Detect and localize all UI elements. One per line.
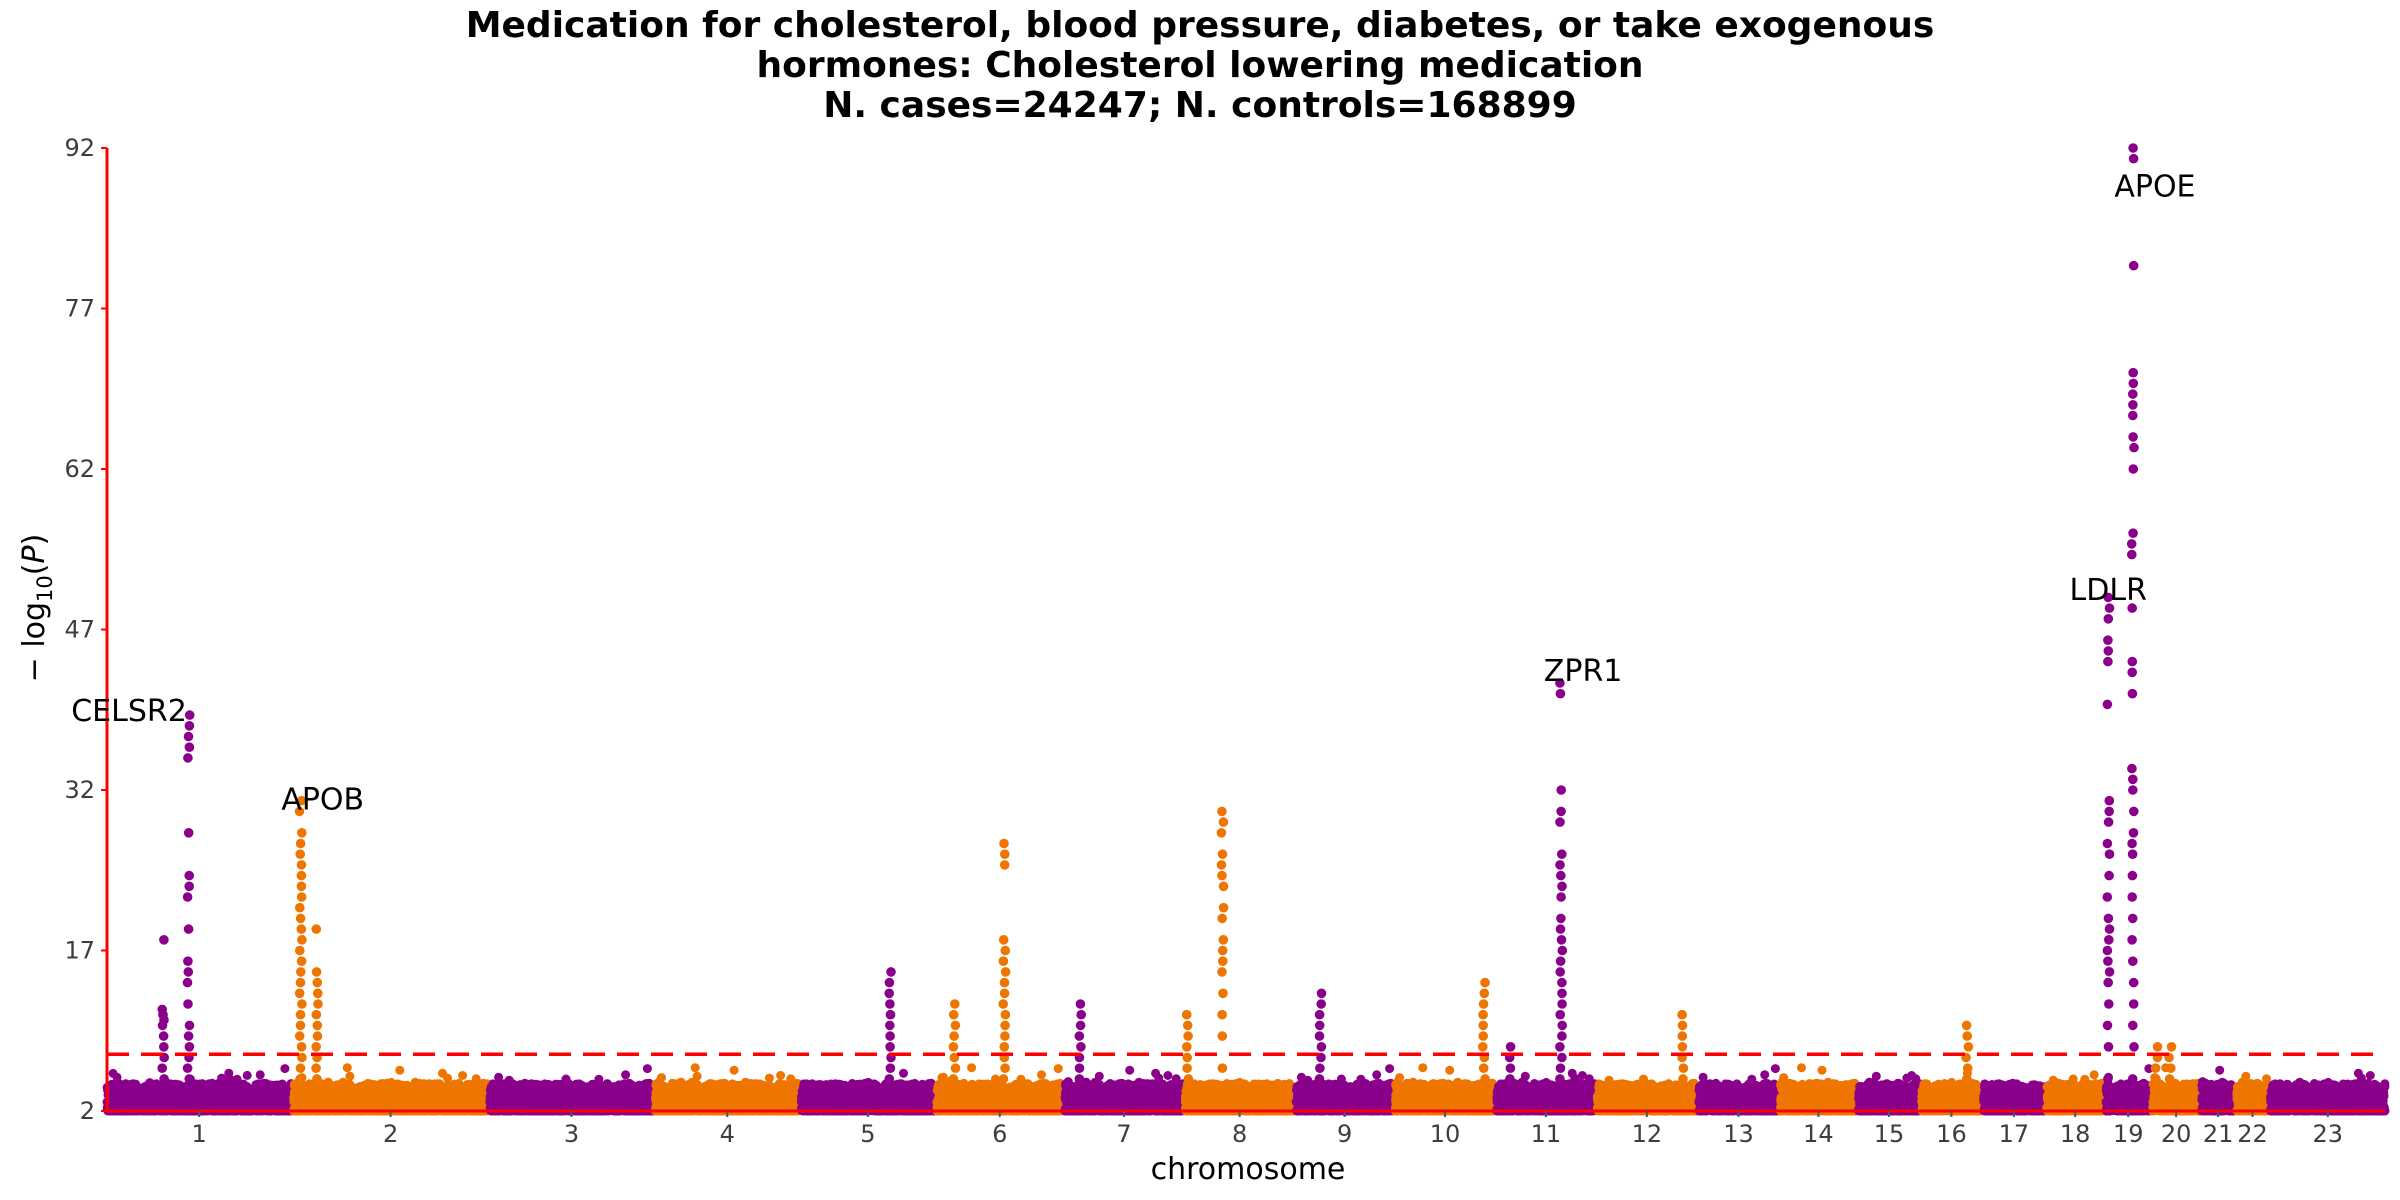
data-points bbox=[103, 143, 2390, 1115]
snp-point bbox=[340, 1082, 349, 1091]
snp-point bbox=[199, 1093, 208, 1102]
snp-point bbox=[447, 1094, 456, 1103]
snp-point bbox=[231, 1082, 240, 1091]
snp-point bbox=[171, 1080, 180, 1089]
snp-point bbox=[306, 1090, 315, 1099]
snp-point bbox=[253, 1084, 262, 1093]
snp-point bbox=[438, 1069, 447, 1078]
snp-point bbox=[314, 1091, 323, 1100]
snp-point bbox=[458, 1071, 467, 1080]
snp-point bbox=[422, 1088, 431, 1097]
snp-point bbox=[228, 1090, 237, 1099]
snp-point bbox=[122, 1098, 131, 1107]
snp-point bbox=[178, 1089, 187, 1098]
snp-point bbox=[471, 1101, 480, 1110]
snp-point bbox=[343, 1063, 352, 1072]
snp-point bbox=[477, 1088, 486, 1097]
snp-point bbox=[330, 1095, 339, 1104]
snp-point bbox=[256, 1070, 265, 1079]
snp-point bbox=[621, 1070, 630, 1079]
snp-point bbox=[241, 1092, 250, 1101]
snp-point bbox=[160, 1096, 169, 1105]
snp-point bbox=[198, 1083, 207, 1092]
snp-point bbox=[280, 1064, 289, 1073]
snp-point bbox=[368, 1092, 377, 1101]
snp-point bbox=[436, 1087, 445, 1096]
snp-point bbox=[643, 1064, 652, 1073]
snp-point bbox=[207, 1091, 216, 1100]
snp-point bbox=[465, 1080, 474, 1089]
snp-point bbox=[152, 1091, 161, 1100]
snp-point bbox=[219, 1095, 228, 1104]
snp-point bbox=[243, 1071, 252, 1080]
snp-point bbox=[108, 1085, 117, 1094]
snp-point bbox=[376, 1083, 385, 1092]
snp-point bbox=[399, 1088, 408, 1097]
snp-point bbox=[391, 1089, 400, 1098]
snp-point bbox=[275, 1098, 284, 1107]
snp-point bbox=[190, 1086, 199, 1095]
snp-point bbox=[451, 1083, 460, 1092]
snp-point bbox=[353, 1092, 362, 1101]
snp-point bbox=[414, 1093, 423, 1102]
snp-point bbox=[262, 1080, 271, 1089]
snp-point bbox=[139, 1085, 148, 1094]
snp-point bbox=[277, 1090, 286, 1099]
snp-point bbox=[395, 1066, 404, 1075]
snp-point bbox=[345, 1072, 354, 1081]
snp-point bbox=[274, 1081, 283, 1090]
snp-point bbox=[148, 1082, 157, 1091]
snp-point bbox=[342, 1095, 351, 1104]
